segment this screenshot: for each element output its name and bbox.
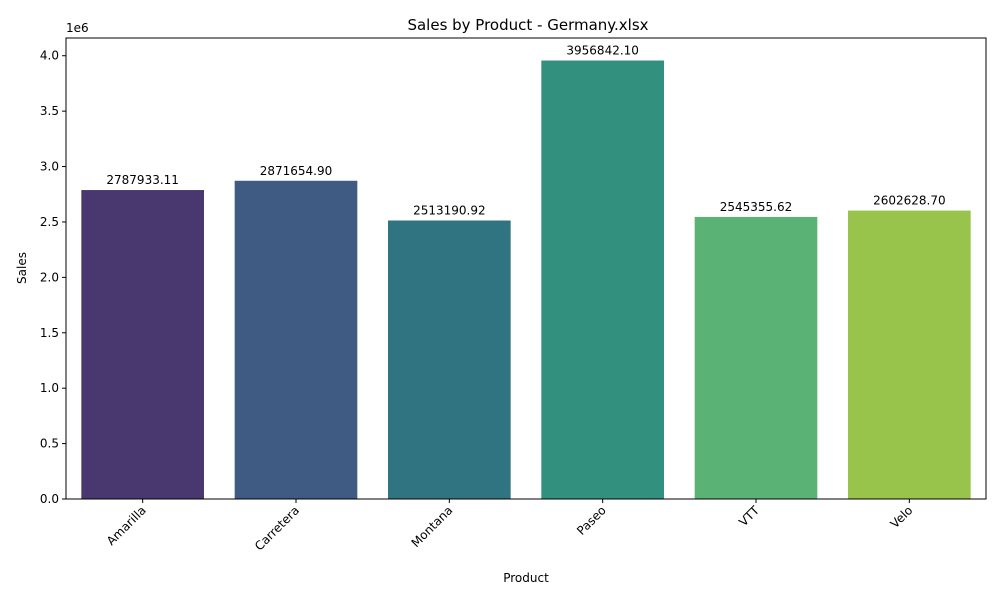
y-tick-label: 2.0 <box>40 270 59 284</box>
plot-frame <box>65 37 987 500</box>
bar-carretera <box>234 180 358 499</box>
x-tick-label: Amarilla <box>104 503 149 548</box>
y-tick-label: 0.0 <box>40 492 59 506</box>
x-axis: Amarilla Carretera Montana Paseo VTT Velo <box>104 499 916 553</box>
bar-velo <box>848 210 971 500</box>
x-tick-label: Velo <box>888 503 916 531</box>
y-tick-label: 0.5 <box>40 437 59 451</box>
x-tick-label: Carretera <box>252 503 302 553</box>
x-tick-label: VTT <box>736 503 762 529</box>
y-axis-label: Sales <box>15 252 29 284</box>
x-axis-label: Product <box>503 571 549 585</box>
y-axis-offset-text: 1e6 <box>66 21 89 35</box>
y-tick-label: 4.0 <box>40 49 59 63</box>
bar-vtt <box>694 216 818 499</box>
y-tick-label: 3.0 <box>40 160 59 174</box>
y-axis: 0.0 0.5 1.0 1.5 2.0 2.5 3.0 3.5 4.0 <box>40 49 66 506</box>
bar-value-label: 2871654.90 <box>260 164 333 178</box>
bar-paseo <box>541 60 664 499</box>
y-tick-label: 1.0 <box>40 381 59 395</box>
y-tick-label: 1.5 <box>40 326 59 340</box>
bars-group: 2787933.11 2871654.90 2513190.92 3956842.10… <box>81 44 971 500</box>
bar-value-label: 2513190.92 <box>413 203 486 217</box>
bar-value-label: 2545355.62 <box>720 200 793 214</box>
bar-value-label: 2602628.70 <box>873 194 946 208</box>
y-tick-label: 2.5 <box>40 215 59 229</box>
bar-montana <box>388 220 511 500</box>
bar-amarilla <box>81 190 204 499</box>
bar-value-label: 2787933.11 <box>106 173 179 187</box>
x-tick-label: Montana <box>409 503 456 550</box>
bar-value-label: 3956842.10 <box>566 44 639 58</box>
x-tick-label: Paseo <box>574 503 609 538</box>
chart-title: Sales by Product - Germany.xlsx <box>407 16 648 34</box>
y-tick-label: 3.5 <box>40 104 59 118</box>
